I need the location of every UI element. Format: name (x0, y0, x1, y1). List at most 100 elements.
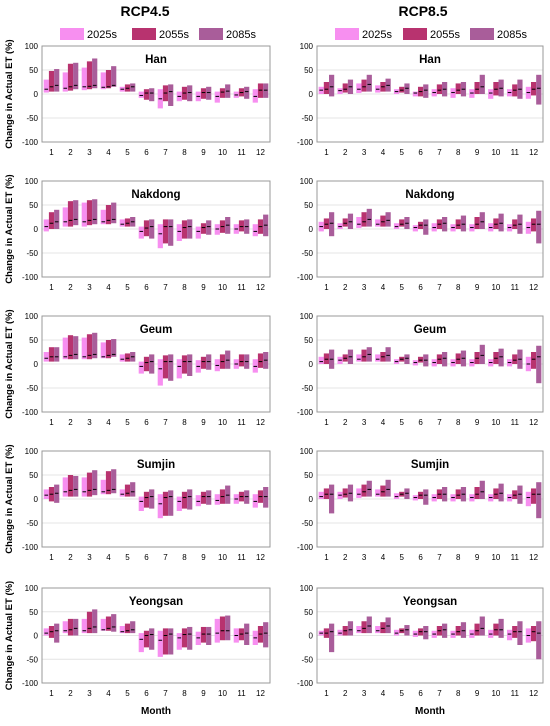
bar-2055s-month-6 (143, 356, 150, 372)
x-tick-label: 8 (182, 418, 187, 427)
x-tick-label: 10 (491, 283, 500, 292)
bar-2055s-month-10 (219, 88, 226, 98)
x-tick-label: 12 (256, 553, 265, 562)
bar-2025s-month-4 (100, 209, 106, 225)
x-tick-label: 7 (163, 418, 168, 427)
bar-2055s-month-7 (436, 84, 443, 94)
bar-2055s-month-9 (200, 88, 207, 99)
y-tick-label: -50 (301, 249, 313, 258)
x-tick-label: 10 (491, 689, 500, 698)
bar-2025s-month-6 (138, 91, 144, 98)
bar-2055s-month-4 (105, 340, 112, 359)
x-tick-label: 2 (343, 553, 348, 562)
y-tick-label: -100 (297, 543, 314, 552)
x-tick-label: 9 (201, 283, 206, 292)
bar-2055s-month-12 (530, 218, 537, 232)
bar-2025s-month-7 (157, 224, 163, 249)
bar-2085s-month-6 (149, 628, 155, 650)
y-tick-label: 100 (300, 447, 314, 456)
y-axis-label: Change in Actual ET (%) (4, 174, 15, 283)
bar-2025s-month-4 (100, 342, 106, 359)
x-tick-label: 7 (437, 283, 442, 292)
bar-2085s-month-4 (111, 469, 117, 494)
x-tick-label: 8 (182, 148, 187, 157)
bar-2025s-month-2 (62, 477, 68, 497)
x-tick-label: 10 (491, 418, 500, 427)
x-tick-label: 1 (324, 148, 329, 157)
bar-2025s-month-3 (356, 626, 362, 634)
bar-2085s-month-8 (187, 85, 193, 102)
legend-swatch-2025s (335, 28, 359, 40)
bar-2055s-month-12 (257, 353, 264, 368)
x-tick-label: 11 (511, 148, 520, 157)
bar-2085s-month-12 (536, 621, 542, 660)
x-tick-label: 5 (400, 283, 405, 292)
bar-2025s-month-1 (318, 491, 324, 499)
bar-2025s-month-4 (375, 219, 381, 227)
bar-2055s-month-9 (200, 626, 207, 643)
y-tick-label: 50 (29, 608, 38, 617)
bar-2085s-month-3 (366, 208, 372, 227)
bar-2085s-month-1 (329, 74, 335, 97)
x-tick-label: 1 (324, 283, 329, 292)
bar-2055s-month-11 (238, 354, 245, 367)
x-tick-label: 2 (68, 283, 73, 292)
x-tick-label: 9 (475, 553, 480, 562)
bar-2085s-month-7 (168, 490, 174, 516)
bar-2055s-month-3 (361, 349, 367, 362)
bar-2025s-month-3 (356, 354, 362, 362)
x-tick-label: 10 (491, 553, 500, 562)
bar-2085s-month-8 (187, 354, 193, 376)
bar-2025s-month-10 (214, 494, 220, 505)
y-tick-label: 50 (29, 66, 38, 75)
bar-2055s-month-8 (181, 355, 188, 374)
y-tick-label: -100 (22, 408, 39, 417)
bar-2085s-month-7 (168, 219, 174, 246)
legend-label-2085s: 2085s (497, 29, 527, 41)
bar-2085s-month-4 (111, 614, 117, 632)
x-tick-label: 8 (456, 689, 461, 698)
y-tick-label: 100 (25, 177, 39, 186)
x-tick-label: 1 (324, 689, 329, 698)
bar-2085s-month-12 (263, 622, 269, 648)
x-axis-label: Month (141, 706, 171, 717)
bar-2055s-month-9 (474, 623, 480, 636)
bar-2085s-month-10 (498, 483, 504, 502)
bar-2085s-month-1 (54, 69, 60, 92)
bar-2025s-month-4 (100, 618, 106, 631)
x-tick-label: 12 (256, 283, 265, 292)
bar-2085s-month-9 (479, 616, 485, 636)
bar-2085s-month-1 (54, 209, 60, 229)
y-tick-label: -100 (22, 138, 39, 147)
bar-2085s-month-3 (92, 470, 98, 496)
x-tick-label: 3 (362, 418, 367, 427)
y-tick-label: -100 (22, 273, 39, 282)
x-tick-label: 1 (49, 689, 54, 698)
legend-swatch-2085s (199, 28, 223, 40)
plot-frame (41, 315, 271, 413)
x-tick-label: 10 (218, 553, 227, 562)
x-tick-label: 4 (106, 689, 111, 698)
bar-2025s-month-11 (506, 629, 513, 641)
plot-frame (41, 180, 271, 278)
y-tick-label: 0 (309, 360, 314, 369)
x-tick-label: 7 (437, 418, 442, 427)
bar-2085s-month-9 (479, 74, 485, 94)
y-tick-label: -50 (26, 249, 38, 258)
y-tick-label: -100 (297, 408, 314, 417)
bar-2025s-month-4 (375, 489, 381, 497)
bar-2055s-month-11 (512, 354, 518, 364)
bar-2025s-month-3 (81, 618, 87, 634)
basin-title: Geum (140, 324, 173, 336)
bar-2085s-month-10 (498, 618, 504, 638)
bar-2085s-month-4 (385, 617, 391, 634)
bar-2055s-month-2 (67, 618, 74, 636)
bar-2055s-month-9 (474, 82, 480, 94)
x-tick-label: 5 (400, 553, 405, 562)
plot-frame (41, 45, 271, 143)
y-tick-label: -100 (297, 273, 314, 282)
x-tick-label: 11 (511, 418, 520, 427)
